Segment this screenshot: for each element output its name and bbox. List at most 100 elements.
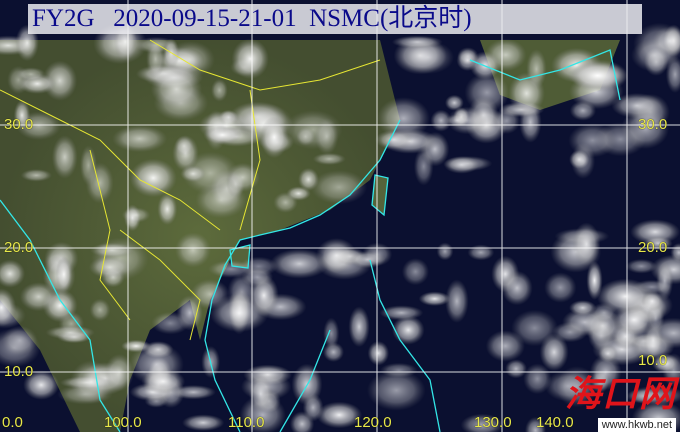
cloud <box>175 232 211 268</box>
cloud <box>312 152 346 166</box>
lat-label: 30.0 <box>4 116 34 133</box>
cloud <box>391 35 443 49</box>
cloud <box>444 94 464 111</box>
cloud <box>51 135 78 179</box>
cloud <box>501 270 533 306</box>
cloud <box>85 162 114 204</box>
cloud <box>568 123 617 158</box>
lon-label: 110.0 <box>228 414 265 431</box>
cloud <box>174 135 194 157</box>
cloud <box>379 305 424 321</box>
lat-label: 0.0 <box>2 414 23 431</box>
cloud <box>316 238 357 273</box>
cloud <box>20 169 52 182</box>
cloud <box>436 242 454 261</box>
lat-label: 30.0 <box>638 116 668 133</box>
cloud <box>15 67 46 82</box>
cloud <box>367 370 426 411</box>
cloud <box>391 315 425 345</box>
cloud <box>443 156 480 174</box>
cloud <box>445 279 469 323</box>
cloud <box>88 256 131 279</box>
cloud <box>348 306 370 348</box>
cloud <box>596 278 654 315</box>
cloud <box>377 97 431 140</box>
cloud <box>150 70 203 109</box>
cloud <box>628 385 680 406</box>
cloud <box>493 107 521 135</box>
cloud <box>323 317 340 350</box>
cloud <box>157 192 178 226</box>
cloud <box>141 369 186 394</box>
cloud <box>0 288 17 327</box>
cloud <box>523 363 552 395</box>
cloud <box>460 413 504 432</box>
cloud <box>526 49 547 90</box>
cloud <box>539 333 569 372</box>
source: NSMC(北京时) <box>309 5 472 32</box>
cloud <box>572 222 601 266</box>
cloud <box>249 375 273 413</box>
cloud <box>505 359 528 379</box>
cloud <box>70 360 113 404</box>
cloud <box>310 170 368 205</box>
cloud <box>0 259 26 288</box>
cloud <box>656 261 674 301</box>
lon-label: 130.0 <box>474 414 512 431</box>
timestamp: 2020-09-15-21-01 <box>113 5 297 32</box>
cloud <box>418 291 451 307</box>
cloud <box>302 393 324 422</box>
cloud <box>524 416 546 432</box>
cloud <box>567 61 628 90</box>
watermark-url: www.hkwb.net <box>597 418 676 432</box>
cloud <box>643 236 673 251</box>
cloud <box>19 282 58 312</box>
cloud <box>314 117 339 155</box>
cloud <box>13 100 31 131</box>
cloud <box>231 38 269 80</box>
cloud <box>208 260 255 278</box>
cloud <box>23 370 60 400</box>
cloud <box>211 78 228 102</box>
lat-label: 10.0 <box>638 352 668 369</box>
lon-label: 100.0 <box>104 414 142 431</box>
cloud <box>562 308 608 337</box>
cloud <box>89 298 111 322</box>
cloud <box>203 125 242 145</box>
cloud <box>1 325 38 356</box>
cloud <box>467 244 495 261</box>
cloud <box>146 39 165 79</box>
cloud <box>445 114 469 127</box>
cloud <box>569 300 597 316</box>
lon-label: 120.0 <box>354 414 392 431</box>
cloud <box>367 340 390 366</box>
cloud <box>129 158 177 198</box>
cloud <box>182 414 225 431</box>
clouds <box>0 22 680 432</box>
cloud <box>401 258 430 286</box>
cloud <box>430 109 452 132</box>
watermark-logo: 海口网 <box>564 373 676 415</box>
cloud <box>621 107 670 150</box>
cloud <box>286 186 311 201</box>
lat-label: 20.0 <box>4 239 34 256</box>
cloud <box>112 125 168 153</box>
borders <box>0 39 381 341</box>
cloud <box>652 26 680 56</box>
cloud <box>225 162 260 192</box>
cloud <box>90 242 134 258</box>
cloud <box>544 370 592 402</box>
cloud <box>625 258 658 274</box>
cloud <box>402 40 455 75</box>
lon-label: 140.0 <box>536 414 574 431</box>
cloud <box>190 279 230 310</box>
image-title: FY2G 2020-09-15-21-01 NSMC(北京时) <box>28 4 642 34</box>
cloud <box>55 256 73 293</box>
cloud <box>164 41 215 78</box>
lat-label: 20.0 <box>638 239 668 256</box>
cloud <box>260 116 289 159</box>
cloud <box>121 207 151 223</box>
lat-label: 10.0 <box>4 363 34 380</box>
cloud <box>104 353 134 392</box>
